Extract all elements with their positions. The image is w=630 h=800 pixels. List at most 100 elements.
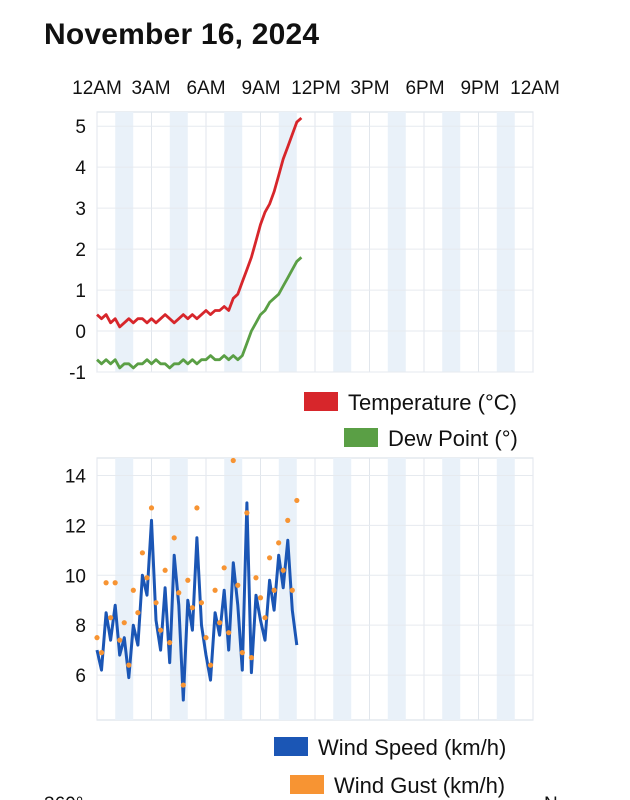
x-tick-label: 6PM bbox=[405, 78, 444, 99]
grid-band bbox=[278, 112, 297, 372]
y-tick-label: 14 bbox=[65, 466, 87, 487]
wind-gust-point bbox=[294, 497, 300, 504]
top-x-axis-ticks: 12AM 3AM 6AM 9AM 12PM 3PM 6PM 9PM 12AM bbox=[72, 78, 560, 99]
grid-band bbox=[169, 112, 188, 372]
wind-gust-point bbox=[207, 662, 214, 668]
wind-gust-point bbox=[148, 505, 155, 511]
next-chart-partial: 360° N bbox=[44, 794, 558, 800]
wind-gust-point bbox=[189, 605, 195, 611]
wind-gust-point bbox=[203, 635, 209, 641]
wind-gust-point bbox=[98, 650, 105, 656]
legend-label: Wind Speed (km/h) bbox=[318, 735, 506, 760]
legend-label: Dew Point (°) bbox=[388, 426, 518, 451]
wind-gust-point bbox=[271, 587, 277, 593]
wind-gust-point bbox=[280, 567, 286, 573]
x-tick-label: 12PM bbox=[291, 78, 341, 99]
wind-gust-point bbox=[198, 600, 205, 606]
grid-band bbox=[224, 112, 243, 372]
wind-gust-point bbox=[94, 635, 100, 641]
legend-swatch bbox=[290, 775, 324, 794]
wind-gust-point bbox=[153, 600, 159, 606]
y-tick-label: 10 bbox=[65, 566, 86, 587]
wind-gust-point bbox=[285, 517, 291, 523]
x-tick-label: 9AM bbox=[241, 78, 280, 99]
wind-gust-point bbox=[126, 662, 132, 668]
wind-gust-point bbox=[135, 610, 141, 616]
legend-label: Temperature (°C) bbox=[348, 390, 517, 415]
y-tick-label: 1 bbox=[75, 281, 86, 302]
page-title: November 16, 2024 bbox=[44, 18, 320, 51]
wind-gust-point bbox=[212, 587, 218, 593]
grid-band bbox=[333, 458, 352, 720]
wind-gust-point bbox=[103, 580, 109, 586]
wind-gust-point bbox=[139, 550, 146, 556]
wind-gust-point bbox=[171, 535, 177, 541]
x-tick-label: 3PM bbox=[350, 78, 389, 99]
grid-band bbox=[442, 458, 461, 720]
x-tick-label: 9PM bbox=[460, 78, 499, 99]
wind-gust-point bbox=[289, 587, 295, 593]
x-tick-label: 12AM bbox=[510, 78, 560, 99]
partial-axis-label: 360° bbox=[44, 794, 83, 800]
legend-swatch bbox=[344, 428, 378, 447]
wind-gust-point bbox=[117, 637, 123, 643]
y-tick-label: 5 bbox=[75, 117, 86, 138]
wind-gust-point bbox=[248, 655, 255, 661]
wind-gust-point bbox=[239, 650, 245, 656]
y-tick-label: 3 bbox=[75, 199, 86, 220]
grid-band bbox=[496, 112, 515, 372]
series-line bbox=[95, 501, 299, 702]
wind-gust-point bbox=[180, 682, 186, 688]
wind-gust-point bbox=[226, 630, 232, 636]
wind-gust-point bbox=[112, 580, 118, 586]
wind-gust-point bbox=[230, 457, 236, 464]
wind-gust-point bbox=[235, 582, 241, 588]
grid-band bbox=[496, 458, 515, 720]
wind-gust-point bbox=[253, 575, 259, 581]
y-tick-label: 0 bbox=[75, 322, 86, 343]
partial-axis-label: N bbox=[544, 794, 558, 800]
wind-gust-point bbox=[244, 510, 250, 516]
x-tick-label: 3AM bbox=[131, 78, 170, 99]
wind-gust-point bbox=[266, 555, 273, 561]
temperature-chart: 5 4 3 2 1 0 -1 Temperature (°C) Dew Point (°) bbox=[69, 111, 534, 451]
wind-gust-point bbox=[167, 640, 173, 646]
series-line bbox=[96, 256, 303, 370]
grid-band bbox=[387, 112, 406, 372]
legend-swatch bbox=[304, 392, 338, 411]
y-tick-label: 6 bbox=[75, 666, 86, 687]
y-tick-label: 8 bbox=[75, 616, 86, 637]
wind-gust-point bbox=[121, 620, 127, 626]
wind-gust-point bbox=[185, 577, 191, 583]
legend-label: Wind Gust (km/h) bbox=[334, 773, 505, 798]
series-wind-speed bbox=[95, 501, 299, 702]
grid-band bbox=[333, 112, 352, 372]
series-line bbox=[96, 116, 303, 329]
wind-gust-point bbox=[257, 595, 264, 601]
wind-gust-point bbox=[108, 615, 114, 621]
y-tick-label: 12 bbox=[65, 516, 86, 537]
wind-gust-point bbox=[221, 565, 227, 571]
x-tick-label: 12AM bbox=[72, 78, 122, 99]
y-tick-label: 2 bbox=[75, 240, 86, 261]
wind-gust-point bbox=[276, 540, 282, 546]
grid-band bbox=[115, 112, 134, 372]
wind-gust-point bbox=[262, 615, 268, 621]
wind-chart: 14 12 10 8 6 Wind Speed (km/h) Wind Gust (km/h… bbox=[65, 457, 534, 798]
wind-gust-point bbox=[162, 567, 168, 573]
grid-band bbox=[442, 112, 461, 372]
y-tick-label: -1 bbox=[69, 363, 86, 384]
wind-gust-point bbox=[194, 505, 200, 511]
wind-gust-point bbox=[144, 575, 150, 581]
y-tick-label: 4 bbox=[75, 158, 86, 179]
series-dew-point bbox=[96, 256, 303, 370]
grid-band bbox=[115, 458, 134, 720]
legend-swatch bbox=[274, 737, 308, 756]
wind-gust-point bbox=[157, 627, 164, 633]
series-temperature bbox=[96, 116, 303, 329]
x-tick-label: 6AM bbox=[186, 78, 225, 99]
wind-gust-point bbox=[176, 590, 182, 596]
wind-gust-point bbox=[217, 620, 223, 626]
series-wind-gust bbox=[94, 457, 300, 688]
